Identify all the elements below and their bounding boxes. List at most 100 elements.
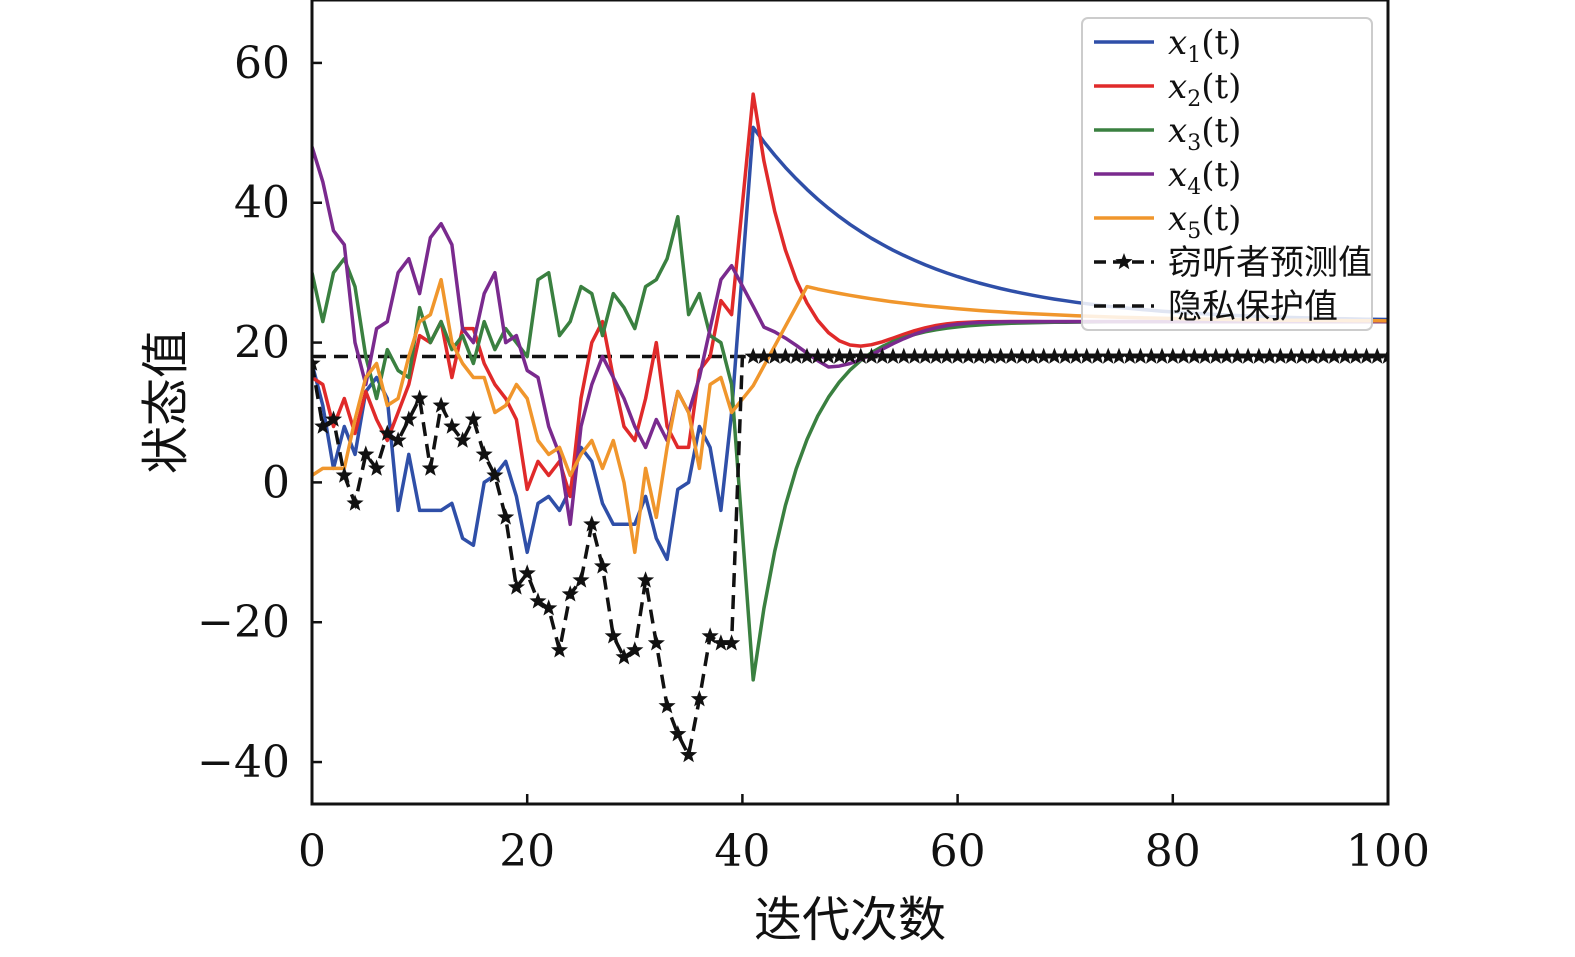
- eavesdropper-star-marker: [604, 627, 622, 644]
- eavesdropper-star-marker: [572, 571, 590, 588]
- eavesdropper-star-marker: [1088, 347, 1106, 364]
- eavesdropper-star-marker: [540, 599, 558, 616]
- eavesdropper-star-marker: [819, 347, 837, 364]
- eavesdropper-star-marker: [1110, 347, 1128, 364]
- eavesdropper-star-marker: [615, 648, 633, 665]
- eavesdropper-star-marker: [1164, 347, 1182, 364]
- eavesdropper-star-marker: [1368, 347, 1386, 364]
- legend-label: 窃听者预测值: [1168, 243, 1372, 283]
- eavesdropper-star-marker: [830, 347, 848, 364]
- eavesdropper-star-marker: [637, 571, 655, 588]
- eavesdropper-star-marker: [1293, 347, 1311, 364]
- y-axis-title: 状态值: [138, 330, 194, 474]
- eavesdropper-star-marker: [1271, 347, 1289, 364]
- x-tick-label: 0: [298, 826, 326, 877]
- eavesdropper-star-marker: [744, 347, 762, 364]
- eavesdropper-star-marker: [389, 431, 407, 448]
- eavesdropper-star-marker: [970, 347, 988, 364]
- eavesdropper-star-marker: [841, 347, 859, 364]
- eavesdropper-star-marker: [464, 410, 482, 427]
- eavesdropper-star-marker: [895, 347, 913, 364]
- y-tick-label: −40: [197, 737, 290, 788]
- eavesdropper-star-marker: [1325, 347, 1343, 364]
- eavesdropper-star-marker: [1045, 347, 1063, 364]
- legend-label: x5(t): [1168, 199, 1241, 244]
- eavesdropper-star-marker: [1153, 347, 1171, 364]
- eavesdropper-star-marker: [680, 746, 698, 763]
- eavesdropper-star-marker: [992, 347, 1010, 364]
- x-tick-label: 80: [1145, 826, 1201, 877]
- eavesdropper-star-marker: [1218, 347, 1236, 364]
- eavesdropper-star-marker: [658, 697, 676, 714]
- x-tick-label: 40: [714, 826, 770, 877]
- eavesdropper-star-marker: [701, 627, 719, 644]
- eavesdropper-star-marker: [1056, 347, 1074, 364]
- eavesdropper-star-marker: [863, 347, 881, 364]
- eavesdropper-star-marker: [443, 417, 461, 434]
- eavesdropper-star-marker: [346, 494, 364, 511]
- eavesdropper-star-marker: [1121, 347, 1139, 364]
- legend-label: x2(t): [1168, 67, 1241, 112]
- y-tick-label: 0: [262, 457, 290, 508]
- eavesdropper-star-marker: [1282, 347, 1300, 364]
- eavesdropper-star-marker: [981, 347, 999, 364]
- eavesdropper-star-marker: [1250, 347, 1268, 364]
- eavesdropper-star-marker: [884, 347, 902, 364]
- x-tick-label: 60: [930, 826, 986, 877]
- eavesdropper-star-marker: [927, 347, 945, 364]
- eavesdropper-star-marker: [325, 410, 343, 427]
- eavesdropper-star-marker: [949, 347, 967, 364]
- eavesdropper-star-marker: [1379, 347, 1388, 364]
- y-tick-label: −20: [197, 597, 290, 648]
- eavesdropper-star-marker: [1078, 347, 1096, 364]
- eavesdropper-star-marker: [1067, 347, 1085, 364]
- eavesdropper-star-marker: [723, 634, 741, 651]
- eavesdropper-star-marker: [787, 347, 805, 364]
- eavesdropper-star-marker: [486, 466, 504, 483]
- x-axis-title: 迭代次数: [754, 892, 946, 948]
- eavesdropper-star-marker: [1002, 347, 1020, 364]
- eavesdropper-star-marker: [411, 389, 429, 406]
- eavesdropper-star-marker: [368, 459, 386, 476]
- eavesdropper-star-marker: [1185, 347, 1203, 364]
- eavesdropper-star-marker: [959, 347, 977, 364]
- eavesdropper-star-marker: [755, 347, 773, 364]
- eavesdropper-star-marker: [690, 690, 708, 707]
- eavesdropper-star-marker: [583, 515, 601, 532]
- eavesdropper-star-marker: [1357, 347, 1375, 364]
- eavesdropper-star-marker: [594, 557, 612, 574]
- y-tick-label: 60: [234, 38, 290, 89]
- eavesdropper-star-marker: [1314, 347, 1332, 364]
- eavesdropper-star-marker: [906, 347, 924, 364]
- plot-frame: [310, 0, 1390, 806]
- y-tick-label: 40: [234, 178, 290, 229]
- eavesdropper-star-marker: [518, 564, 536, 581]
- eavesdropper-star-marker: [1013, 347, 1031, 364]
- eavesdropper-star-marker: [561, 585, 579, 602]
- eavesdropper-star-marker: [1304, 347, 1322, 364]
- axis-layer: 0 20 40 60 80 100 −40 −20 0 20 40 60: [197, 0, 1430, 877]
- x-tick-label: 20: [499, 826, 555, 877]
- eavesdropper-star-marker: [938, 347, 956, 364]
- eavesdropper-star-marker: [1347, 347, 1365, 364]
- eavesdropper-star-marker: [1336, 347, 1354, 364]
- eavesdropper-star-marker: [550, 641, 568, 658]
- legend-label: x3(t): [1168, 111, 1241, 156]
- eavesdropper-star-marker: [776, 347, 794, 364]
- eavesdropper-star-marker: [314, 417, 332, 434]
- eavesdropper-star-marker: [647, 634, 665, 651]
- eavesdropper-star-marker: [432, 396, 450, 413]
- legend-label: x1(t): [1168, 23, 1241, 68]
- y-tick-label: 20: [234, 318, 290, 369]
- eavesdropper-star-marker: [357, 445, 375, 462]
- eavesdropper-star-marker: [1024, 347, 1042, 364]
- eavesdropper-star-marker: [712, 634, 730, 651]
- eavesdropper-star-marker: [669, 725, 687, 742]
- eavesdropper-star-marker: [1239, 347, 1257, 364]
- eavesdropper-star-marker: [529, 592, 547, 609]
- legend-label: 隐私保护值: [1168, 287, 1338, 327]
- x-tick-label: 100: [1346, 826, 1430, 877]
- eavesdropper-star-marker: [1175, 347, 1193, 364]
